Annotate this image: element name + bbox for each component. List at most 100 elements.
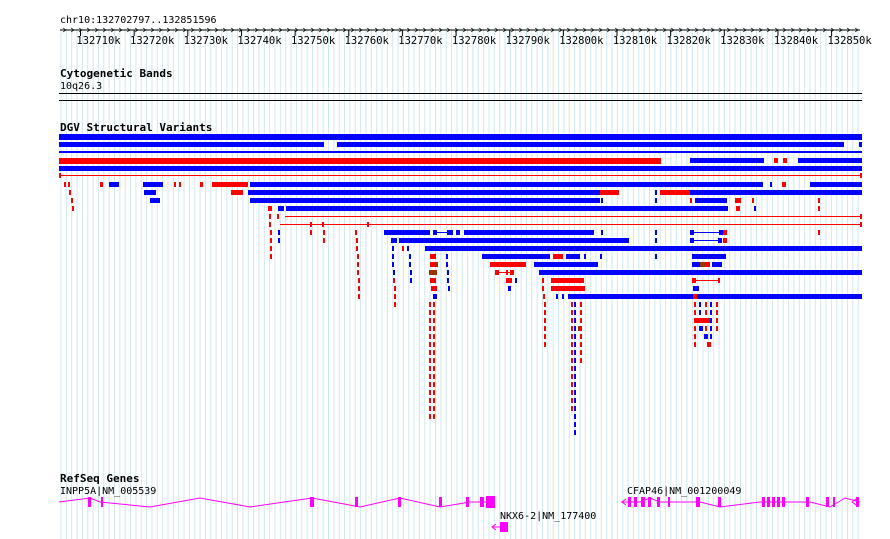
- variant-bar: [571, 334, 573, 339]
- variant-bar: [655, 190, 657, 195]
- variant-bar: [278, 206, 284, 211]
- variant-bar: [580, 310, 582, 315]
- ruler-arrow-icon: [342, 27, 347, 33]
- gene-exon: [641, 497, 645, 507]
- variant-bar: [539, 270, 862, 275]
- gene-label-inpp5a[interactable]: INPP5A|NM_005539: [60, 486, 157, 497]
- gene-exon: [466, 497, 469, 507]
- ruler-arrow-icon: [150, 27, 155, 33]
- variant-bar: [601, 198, 603, 203]
- variant-bar: [100, 182, 103, 187]
- ruler-arrow-icon: [606, 27, 611, 33]
- variant-bar: [323, 230, 325, 235]
- variant-bar: [696, 318, 710, 323]
- ruler-arrow-icon: [230, 27, 235, 33]
- gene-exon: [480, 497, 484, 507]
- variant-bar: [356, 238, 358, 243]
- variant-bar: [699, 302, 701, 307]
- variant-bar: [782, 182, 786, 187]
- variant-bar: [705, 302, 707, 307]
- variant-bar: [71, 198, 73, 203]
- ruler-arrow-icon: [214, 27, 219, 33]
- ruler-arrow-icon: [462, 27, 467, 33]
- variant-bar: [544, 310, 546, 315]
- refseq-track-title[interactable]: RefSeq Genes: [60, 472, 140, 485]
- variant-bar: [367, 222, 369, 227]
- variant-bar: [429, 302, 431, 307]
- variant-bar: [716, 310, 718, 315]
- ruler-tick-label: 132730k: [184, 35, 229, 47]
- ruler-scale[interactable]: 132710k 132720k 132730k 132740k 132750k 13276…: [0, 20, 890, 80]
- variant-bar: [392, 254, 394, 259]
- variant-bar: [553, 254, 563, 259]
- gene-exon: [696, 497, 700, 507]
- variant-bar: [286, 206, 728, 211]
- variant-bar: [429, 398, 431, 403]
- dgv-track-title[interactable]: DGV Structural Variants: [60, 121, 213, 134]
- variant-bar: [693, 294, 697, 299]
- variant-bar: [430, 262, 436, 267]
- gene-label-cfap46[interactable]: CFAP46|NM_001200049: [627, 486, 742, 497]
- variant-bar: [694, 318, 696, 323]
- variant-bar: [250, 198, 600, 203]
- ruler-arrow-icon: [526, 27, 531, 33]
- ruler-arrow-icon: [598, 27, 603, 33]
- variant-bar: [710, 318, 712, 323]
- gene-label-nkx6-2[interactable]: NKX6-2|NM_177400: [500, 511, 597, 522]
- variant-bar: [446, 262, 448, 267]
- variant-bar: [655, 238, 657, 243]
- ruler-arrow-icon: [478, 27, 483, 33]
- ruler-arrow-icon: [550, 27, 555, 33]
- variant-bar: [735, 198, 741, 203]
- variant-bar: [700, 262, 706, 267]
- variant-bar: [574, 358, 576, 363]
- variant-bar: [433, 302, 435, 307]
- variant-bar: [574, 310, 576, 315]
- ruler-arrow-icon: [702, 27, 707, 33]
- strand-arrow-icon: [851, 498, 857, 506]
- variant-bar: [578, 326, 580, 331]
- cytoband-track-title[interactable]: Cytogenetic Bands: [60, 67, 173, 80]
- variant-bar: [544, 334, 546, 339]
- variant-bar: [278, 238, 280, 243]
- ruler-arrow-icon: [294, 27, 299, 33]
- variant-bar: [818, 198, 820, 203]
- variant-bar: [433, 382, 435, 387]
- ruler-arrow-icon: [86, 27, 91, 33]
- variant-bar: [323, 238, 325, 243]
- variant-bar: [456, 230, 460, 235]
- variant-bar: [580, 302, 582, 307]
- gene-exon: [806, 497, 809, 507]
- variant-bar: [544, 318, 546, 323]
- variant-bar: [506, 270, 508, 275]
- ruler-arrow-icon: [182, 27, 187, 33]
- variant-bar: [571, 398, 573, 403]
- variant-bar: [710, 334, 712, 339]
- ruler-arrow-icon: [742, 27, 747, 33]
- variant-bar: [542, 278, 544, 283]
- variant-bar: [358, 294, 360, 299]
- variant-bar: [574, 302, 576, 307]
- variant-bar: [574, 390, 576, 395]
- ruler-arrow-icon: [614, 27, 619, 33]
- variant-bar: [706, 262, 710, 267]
- variant-bar: [429, 366, 431, 371]
- ruler-arrow-icon: [838, 27, 843, 33]
- variant-bar: [694, 334, 696, 339]
- variant-bar: [580, 334, 582, 339]
- ruler-tick-label: 132770k: [398, 35, 443, 47]
- variant-bar: [705, 310, 707, 315]
- variant-bar: [433, 374, 435, 379]
- ruler-arrow-icon: [542, 27, 547, 33]
- gene-exon: [486, 496, 495, 508]
- variant-bar: [429, 350, 431, 355]
- ruler-arrow-icon: [590, 27, 595, 33]
- ruler-arrow-icon: [846, 27, 851, 33]
- variant-bar: [574, 334, 576, 339]
- ruler-arrow-icon: [238, 27, 243, 33]
- variant-bar: [571, 310, 573, 315]
- variant-bar: [600, 190, 619, 195]
- variant-bar: [231, 190, 243, 195]
